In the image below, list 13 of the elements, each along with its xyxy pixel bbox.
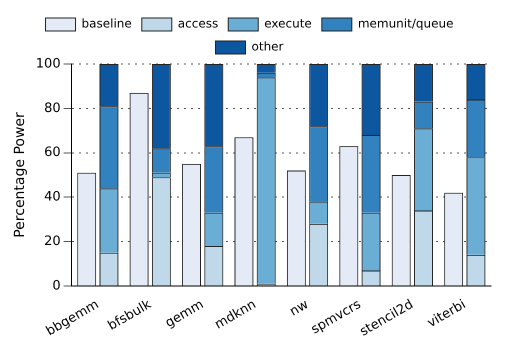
y-axis-title: Percentage Power	[12, 112, 28, 238]
y-tick-label: 100	[36, 56, 61, 72]
y-tick-label: 60	[44, 145, 61, 160]
legend-label: baseline	[82, 16, 132, 31]
y-tick-label: 80	[44, 100, 61, 116]
legend-label: memunit/queue	[358, 16, 454, 31]
legend-label: access	[178, 16, 218, 31]
legend-label: other	[252, 40, 284, 54]
y-tick-label: 0	[52, 278, 61, 294]
y-tick-label: 20	[44, 234, 61, 249]
legend-label: execute	[264, 16, 312, 31]
y-tick-label: 40	[44, 190, 61, 205]
x-tick-label: nw	[287, 296, 312, 320]
